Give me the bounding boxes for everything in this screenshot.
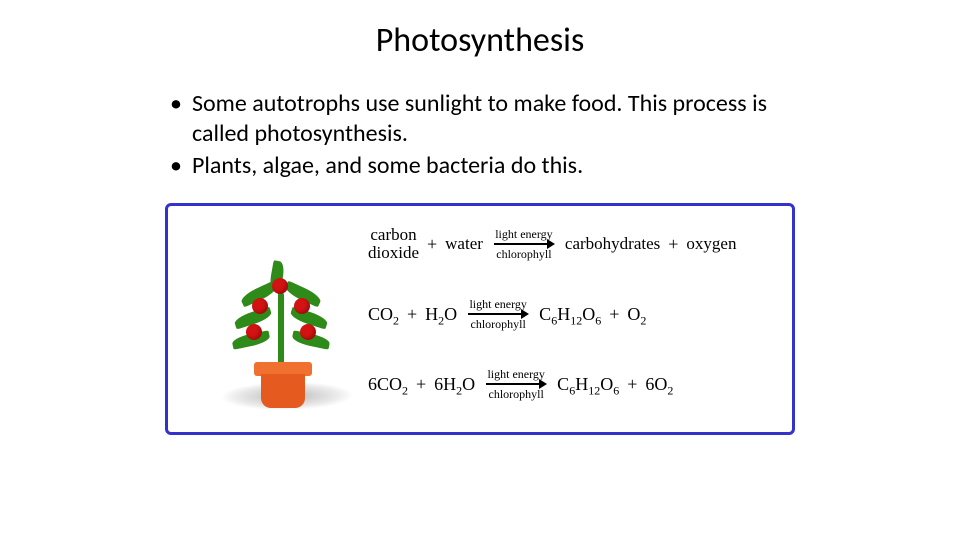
fruit-icon xyxy=(294,298,310,314)
equation-area: carbon dioxide + water light energy chlo… xyxy=(368,212,788,416)
arrow-bottom-label: chlorophyll xyxy=(496,248,551,260)
reactant-formula: CO2 xyxy=(368,304,399,325)
arrow-bottom-label: chlorophyll xyxy=(471,318,526,330)
slide: Photosynthesis Some autotrophs use sunli… xyxy=(0,0,960,540)
plus-icon: + xyxy=(405,304,419,325)
fruit-icon xyxy=(246,324,262,340)
equation-row-words: carbon dioxide + water light energy chlo… xyxy=(368,212,788,276)
plus-icon: + xyxy=(414,374,428,395)
product-formula: O2 xyxy=(627,304,646,325)
fruit-icon xyxy=(252,298,268,314)
product-label: carbohydrates xyxy=(565,235,660,253)
reactant-formula: 6CO2 xyxy=(368,374,408,395)
product-formula: 6O2 xyxy=(645,374,673,395)
product-formula: C6H12O6 xyxy=(539,304,601,325)
equation-row-balanced: 6CO2 + 6H2O light energy chlorophyll C6H… xyxy=(368,352,788,416)
plus-icon: + xyxy=(425,234,439,255)
bullet-item: Some autotrophs use sunlight to make foo… xyxy=(170,89,810,149)
bullet-list: Some autotrophs use sunlight to make foo… xyxy=(170,89,810,181)
equation-row-formula: CO2 + H2O light energy chlorophyll C6H12… xyxy=(368,282,788,346)
plus-icon: + xyxy=(607,304,621,325)
reaction-arrow: light energy chlorophyll xyxy=(493,228,555,260)
reactant-label: carbon dioxide xyxy=(368,226,419,262)
product-label: oxygen xyxy=(686,235,736,253)
diagram-container: carbon dioxide + water light energy chlo… xyxy=(165,203,795,435)
plus-icon: + xyxy=(666,234,680,255)
fruit-icon xyxy=(300,324,316,340)
plant-pot xyxy=(254,362,312,408)
bullet-item: Plants, algae, and some bacteria do this… xyxy=(170,151,810,181)
reactant-formula: 6H2O xyxy=(434,374,475,395)
reactant-label: water xyxy=(445,235,483,253)
arrow-bottom-label: chlorophyll xyxy=(489,388,544,400)
plant-stem xyxy=(278,292,284,366)
slide-title: Photosynthesis xyxy=(0,20,960,61)
plus-icon: + xyxy=(625,374,639,395)
product-formula: C6H12O6 xyxy=(557,374,619,395)
photosynthesis-diagram: carbon dioxide + water light energy chlo… xyxy=(165,203,795,435)
reaction-arrow: light energy chlorophyll xyxy=(485,368,547,400)
reaction-arrow: light energy chlorophyll xyxy=(467,298,529,330)
pot-body xyxy=(261,374,305,408)
plant-illustration xyxy=(182,234,362,414)
reactant-formula: H2O xyxy=(425,304,457,325)
fruit-icon xyxy=(272,278,288,294)
